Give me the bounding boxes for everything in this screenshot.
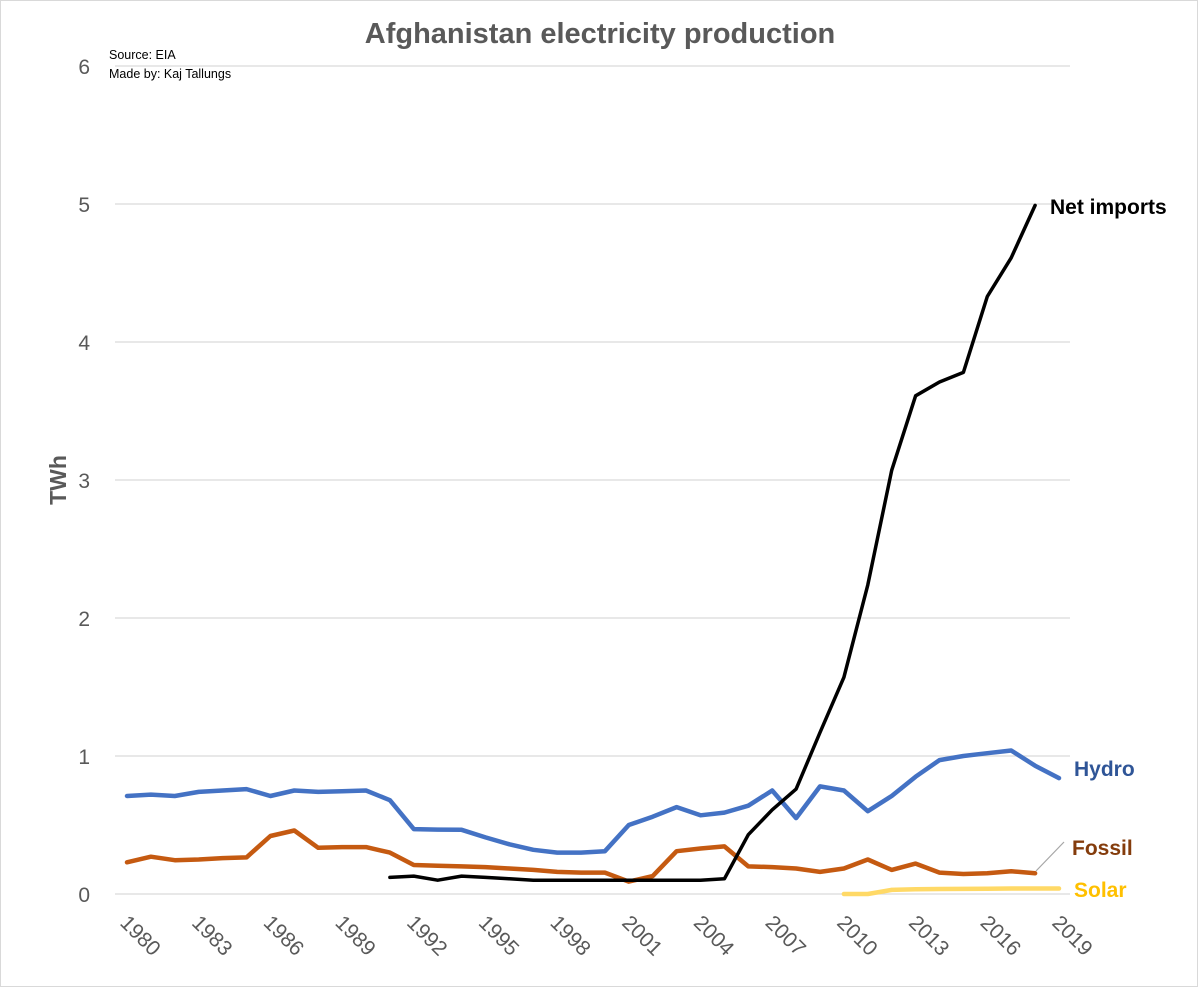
x-tick-label: 1989 bbox=[331, 911, 380, 960]
y-tick-label: 5 bbox=[78, 194, 90, 217]
source-note: Source: EIA bbox=[109, 48, 176, 62]
x-tick-label: 1992 bbox=[402, 911, 451, 960]
x-tick-label: 2016 bbox=[976, 911, 1025, 960]
series-line-net-imports bbox=[388, 203, 1037, 882]
series-line-fossil bbox=[124, 828, 1038, 884]
y-tick-label: 1 bbox=[78, 746, 90, 769]
y-tick-label: 6 bbox=[78, 56, 90, 79]
y-axis-ticks: 0 1 2 3 4 5 6 bbox=[78, 56, 90, 907]
series-line-solar bbox=[841, 886, 1062, 897]
chart-title: Afghanistan electricity production bbox=[364, 18, 836, 50]
x-tick-label: 2007 bbox=[761, 911, 810, 960]
gridlines bbox=[115, 65, 1070, 895]
series-label-net-imports: Net imports bbox=[1050, 196, 1167, 219]
series-label-fossil: Fossil bbox=[1072, 837, 1133, 860]
y-axis-label: TWh bbox=[45, 455, 71, 505]
y-tick-label: 4 bbox=[78, 332, 90, 355]
fossil-leader-line bbox=[1035, 841, 1065, 872]
series-line-hydro bbox=[124, 748, 1062, 855]
x-tick-label: 2004 bbox=[689, 911, 739, 961]
y-tick-label: 3 bbox=[78, 470, 90, 493]
x-tick-label: 1986 bbox=[259, 911, 308, 960]
x-tick-label: 2019 bbox=[1047, 911, 1096, 960]
series-label-solar: Solar bbox=[1074, 879, 1127, 902]
x-tick-label: 1983 bbox=[187, 911, 236, 960]
x-tick-label: 2001 bbox=[617, 911, 666, 960]
x-tick-label: 1995 bbox=[474, 911, 523, 960]
series-lines bbox=[124, 203, 1062, 897]
y-tick-label: 2 bbox=[78, 608, 90, 631]
x-tick-label: 1998 bbox=[546, 911, 595, 960]
series-label-hydro: Hydro bbox=[1074, 758, 1135, 781]
x-tick-label: 2013 bbox=[904, 911, 953, 960]
x-tick-label: 2010 bbox=[832, 911, 881, 960]
y-tick-label: 0 bbox=[78, 884, 90, 907]
x-tick-label: 1980 bbox=[115, 911, 164, 960]
credit-note: Made by: Kaj Tallungs bbox=[109, 67, 232, 81]
x-axis-ticks: 1980 1983 1986 1989 1992 1995 1998 2001 2004 2007… bbox=[115, 911, 1096, 961]
